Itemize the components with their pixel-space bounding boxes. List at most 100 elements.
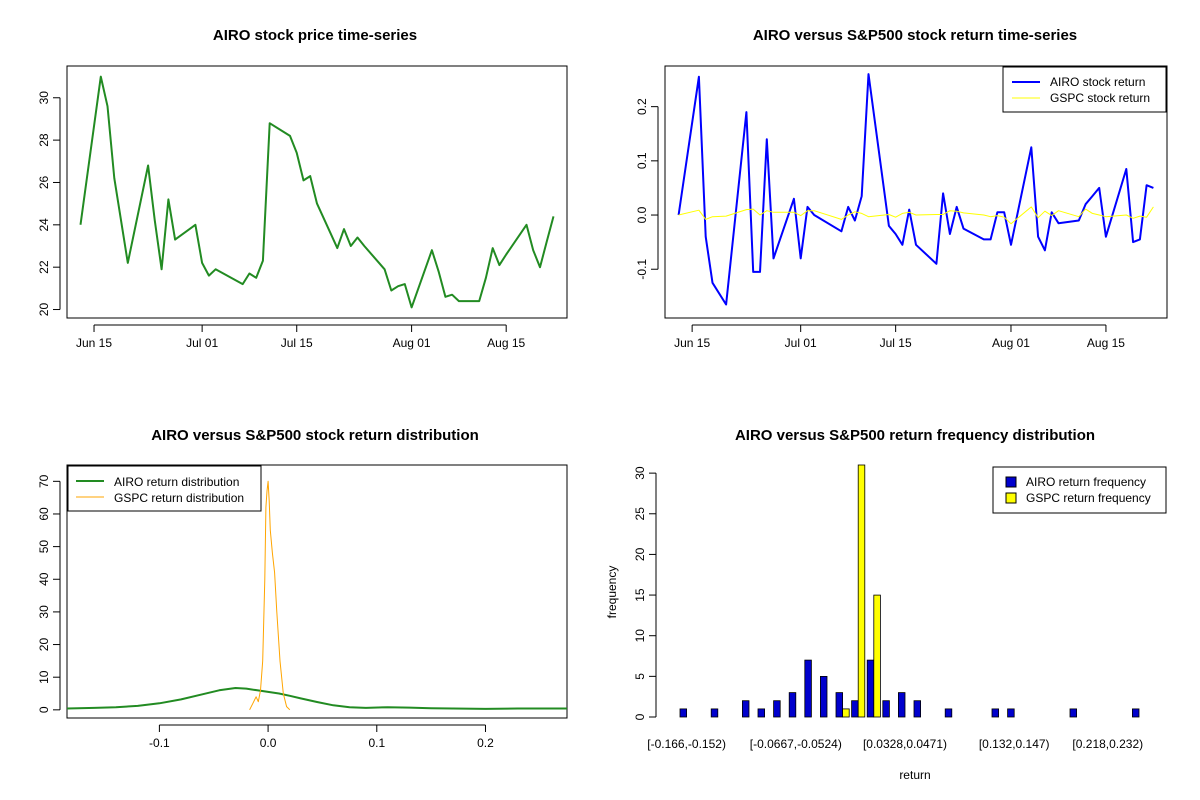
price-x-axis: Jun 15 Jul 01 Jul 15 Aug 01 Aug 15	[76, 324, 526, 350]
x-tick-label: -0.1	[149, 736, 170, 750]
frequency-chart-title: AIRO versus S&P500 return frequency dist…	[735, 427, 1095, 444]
frequency-legend-box	[992, 466, 1167, 514]
y-tick-label: 10	[633, 629, 647, 643]
y-tick-label: 0	[633, 713, 647, 720]
airo-frequency-bar	[913, 700, 921, 718]
x-tick-label: Aug 01	[992, 336, 1030, 350]
gspc-frequency-bar	[873, 594, 881, 718]
y-tick-label: 70	[37, 474, 51, 488]
return-plot-frame	[664, 65, 1168, 319]
return-series	[677, 73, 1154, 306]
x-tick-label: [0.0328,0.0471)	[863, 737, 947, 751]
return-y-axis: -0.1 0.0 0.1 0.2	[635, 98, 659, 280]
x-tick-label: Aug 15	[487, 336, 525, 350]
y-tick-label: 50	[37, 540, 51, 554]
density-legend: AIRO return distribution GSPC return dis…	[67, 465, 262, 512]
x-tick-label: Jun 15	[674, 336, 710, 350]
x-tick-label: Jul 15	[880, 336, 912, 350]
y-tick-label: 30	[633, 466, 647, 480]
frequency-x-axis-label: return	[899, 768, 930, 782]
y-tick-label: 20	[37, 638, 51, 652]
x-tick-label: 0.1	[368, 736, 385, 750]
density-legend-box	[67, 465, 262, 512]
x-tick-label: [-0.166,-0.152)	[647, 737, 726, 751]
return-chart-title: AIRO versus S&P500 stock return time-ser…	[753, 27, 1077, 44]
airo-frequency-bar	[882, 700, 890, 718]
legend-label-gspc-frequency: GSPC return frequency	[1026, 491, 1151, 505]
return-frequency-panel: AIRO versus S&P500 return frequency dist…	[605, 427, 1167, 782]
y-tick-label: 28	[37, 133, 51, 147]
x-tick-label: Jul 15	[281, 336, 313, 350]
airo-frequency-bar	[1132, 708, 1140, 718]
y-tick-label: -0.1	[635, 259, 649, 280]
y-tick-label: 0.1	[635, 152, 649, 169]
y-tick-label: 22	[37, 260, 51, 274]
x-tick-label: [-0.0667,-0.0524)	[750, 737, 842, 751]
gspc-return-line	[678, 206, 1154, 225]
airo-frequency-bar	[898, 692, 906, 718]
density-chart-title: AIRO versus S&P500 stock return distribu…	[151, 427, 479, 444]
return-timeseries-panel: AIRO versus S&P500 stock return time-ser…	[635, 27, 1168, 350]
price-timeseries-panel: AIRO stock price time-series Jun 15 Jul 0…	[37, 27, 568, 350]
gspc-distribution-line	[249, 480, 291, 711]
airo-distribution-line	[66, 687, 567, 710]
x-tick-label: Aug 01	[393, 336, 431, 350]
y-tick-label: 20	[633, 547, 647, 561]
y-tick-label: 30	[37, 605, 51, 619]
y-tick-label: 24	[37, 218, 51, 232]
airo-frequency-bar	[710, 708, 719, 718]
legend-label-airo-distribution: AIRO return distribution	[114, 475, 239, 489]
airo-price-line	[79, 75, 555, 309]
frequency-bars	[679, 464, 1140, 718]
legend-label-gspc-distribution: GSPC return distribution	[114, 491, 244, 505]
return-legend: AIRO stock return GSPC stock return	[1002, 66, 1167, 113]
x-tick-label: [0.218,0.232)	[1072, 737, 1143, 751]
airo-frequency-bar	[820, 676, 828, 718]
y-tick-label: 26	[37, 175, 51, 189]
y-tick-label: 0.0	[635, 206, 649, 223]
return-x-axis: Jun 15 Jul 01 Jul 15 Aug 01 Aug 15	[674, 324, 1125, 350]
legend-label-gspc-return: GSPC stock return	[1050, 91, 1150, 105]
legend-label-airo-return: AIRO stock return	[1050, 75, 1145, 89]
x-tick-label: Jul 01	[186, 336, 218, 350]
legend-swatch-airo-frequency	[1005, 476, 1017, 488]
y-tick-label: 30	[37, 91, 51, 105]
density-plot-frame	[66, 464, 568, 719]
airo-frequency-bar	[1069, 708, 1077, 718]
density-y-axis: 0 10 20 30 40 50 60 70	[37, 474, 61, 713]
y-tick-label: 10	[37, 670, 51, 684]
x-tick-label: [0.132,0.147)	[979, 737, 1050, 751]
airo-frequency-bar	[804, 659, 812, 718]
gspc-frequency-bar	[842, 708, 850, 718]
y-tick-label: 40	[37, 572, 51, 586]
price-y-axis: 20 22 24 26 28 30	[37, 91, 61, 317]
x-tick-label: 0.2	[477, 736, 494, 750]
price-chart-title: AIRO stock price time-series	[213, 27, 417, 44]
frequency-x-axis: [-0.166,-0.152) [-0.0667,-0.0524) [0.0328,…	[647, 737, 1143, 751]
airo-frequency-bar	[866, 659, 875, 718]
density-series	[66, 480, 567, 711]
y-tick-label: 5	[633, 673, 647, 680]
airo-frequency-bar	[1007, 708, 1015, 718]
y-tick-label: 25	[633, 507, 647, 521]
x-tick-label: 0.0	[260, 736, 277, 750]
y-tick-label: 0	[37, 706, 51, 713]
airo-frequency-bar	[773, 700, 781, 718]
frequency-y-axis-label: frequency	[605, 566, 619, 619]
frequency-y-axis: 0 5 10 15 20 25 30	[633, 466, 657, 720]
gspc-frequency-bar	[857, 464, 866, 718]
y-tick-label: 15	[633, 588, 647, 602]
price-plot-frame	[66, 65, 568, 319]
return-legend-box	[1002, 66, 1167, 113]
airo-frequency-bar	[944, 708, 953, 718]
return-density-panel: AIRO versus S&P500 stock return distribu…	[37, 427, 568, 750]
price-series	[79, 75, 555, 309]
airo-frequency-bar	[991, 708, 999, 718]
legend-label-airo-frequency: AIRO return frequency	[1026, 475, 1146, 489]
frequency-legend: AIRO return frequency GSPC return freque…	[992, 466, 1167, 514]
y-tick-label: 0.2	[635, 98, 649, 115]
x-tick-label: Aug 15	[1087, 336, 1125, 350]
airo-frequency-bar	[757, 708, 765, 718]
y-tick-label: 20	[37, 303, 51, 317]
